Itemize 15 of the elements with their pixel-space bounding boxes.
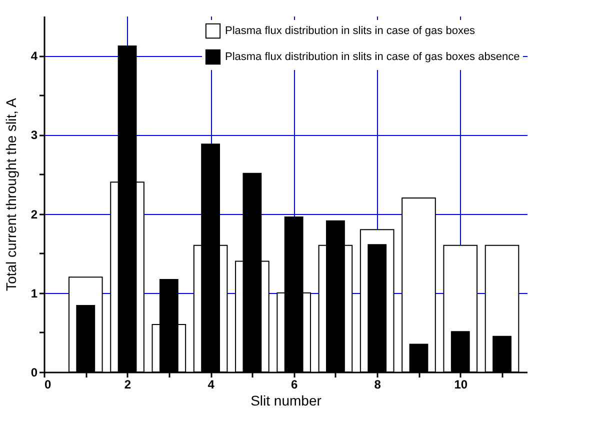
legend-label: Plasma flux distribution in slits in case of gas boxes absence	[225, 51, 520, 63]
y-tick-label: 3	[30, 128, 38, 142]
x-tick-label: 8	[374, 378, 382, 392]
y-tick-label: 2	[30, 207, 38, 222]
x-tick-label: 0	[44, 378, 52, 392]
y-tick-label: 4	[30, 49, 38, 64]
x-tick-label: 4	[208, 378, 215, 392]
x-tick-label: 6	[290, 378, 298, 392]
x-axis-title: Slit number	[250, 392, 322, 408]
y-axis-title: Total current throught the slit, A	[2, 97, 19, 291]
y-tick-label: 1	[30, 286, 38, 300]
y-tick-label: 0	[30, 366, 38, 380]
legend-label: Plasma flux distribution in slits in case of gas boxes	[225, 25, 476, 37]
x-tick-label: 2	[124, 378, 132, 392]
x-tick-label: 10	[454, 378, 468, 392]
